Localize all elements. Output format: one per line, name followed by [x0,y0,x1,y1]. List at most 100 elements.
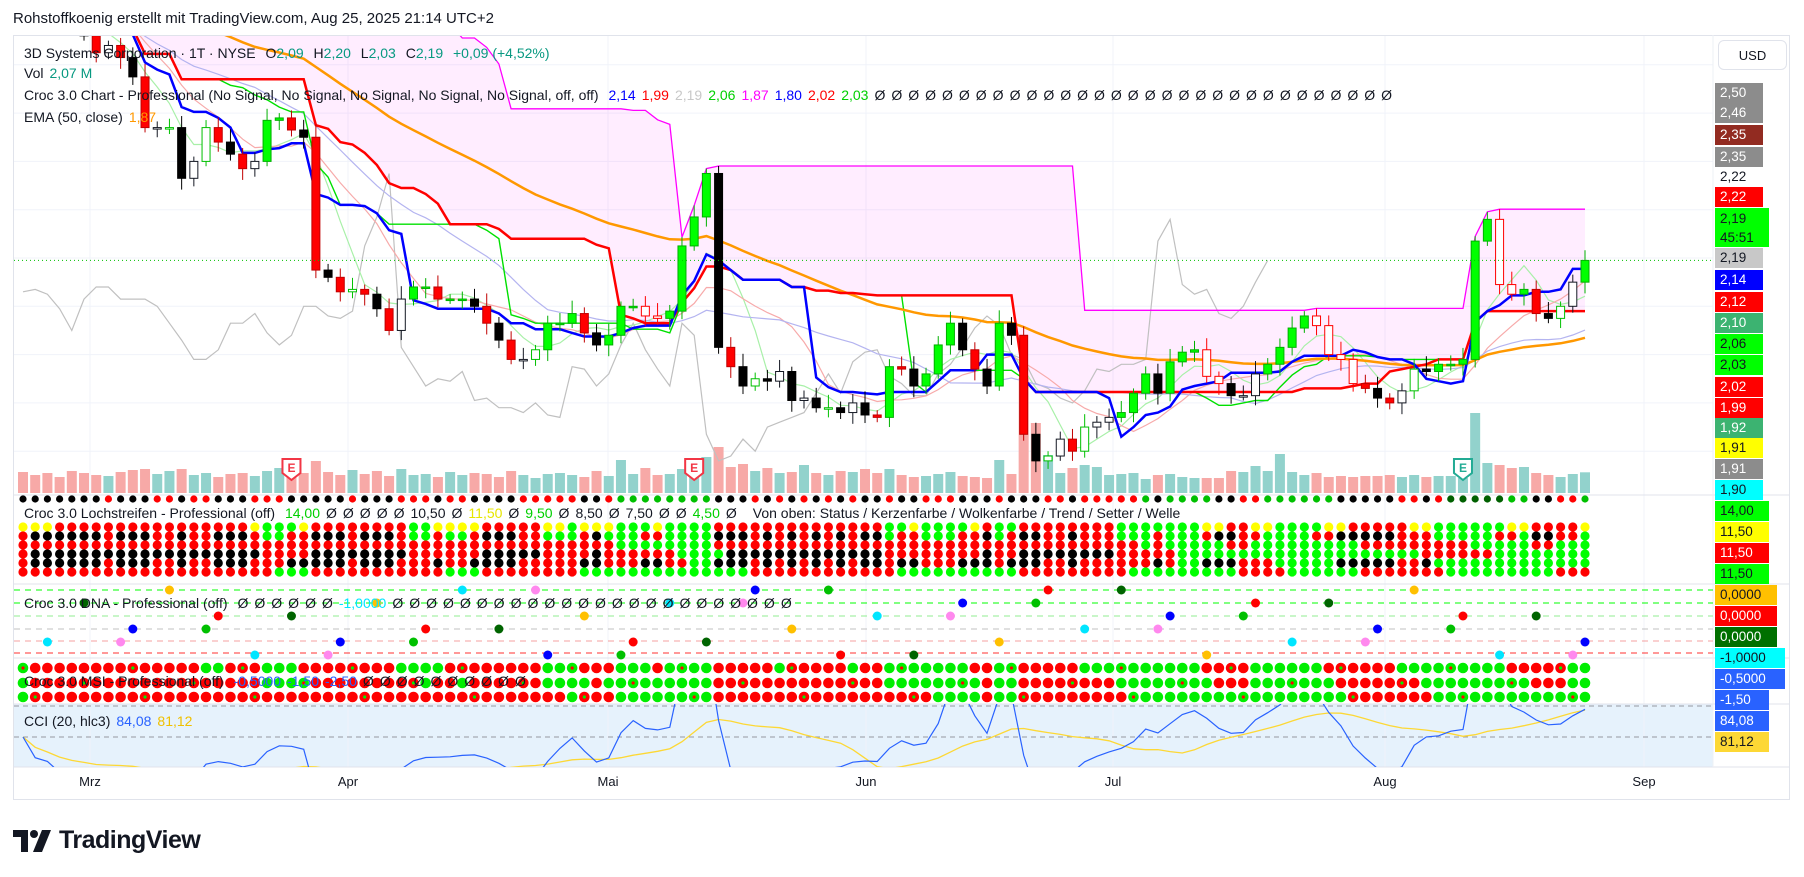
msi-dot [603,677,615,689]
candle [1556,305,1566,319]
lochstreifen-dot [250,531,260,541]
high-value: 2,20 [323,45,351,61]
lochstreifen-dot [140,531,150,541]
status-dot [1093,495,1101,503]
lochstreifen-dot [1580,549,1590,559]
ema-legend[interactable]: EMA (50, close) 1,87 [24,108,162,126]
lochstreifen-dot [1446,549,1456,559]
dna-value: Ø [628,595,640,611]
lochstreifen-dot [1080,540,1090,550]
cci-signal-value: 81,12 [157,713,193,729]
lochstreifen-dot [262,531,272,541]
lochstreifen-dot [1421,558,1431,568]
msi-inner-dot [241,666,245,670]
lochstreifen-dot [1043,522,1053,532]
candle [909,368,919,387]
lochstreifen-dot [274,567,284,577]
lochstreifen-legend[interactable]: Croc 3.0 Lochstreifen - Professional (of… [24,504,1186,522]
lochstreifen-dot [225,540,236,550]
lochstreifen-dot [994,549,1004,559]
msi-dot [957,662,968,674]
symbol-legend[interactable]: 3D Systems Corporation · 1T · NYSE O2,09… [24,44,556,62]
candle [1519,288,1529,295]
lochstreifen-dot [1397,540,1407,550]
croc-chart-value: Ø [958,87,970,103]
msi-dot [469,677,480,689]
lochstreifen-dot [1263,558,1273,568]
candle [958,322,968,351]
dna-dot [787,624,797,634]
msi-dot [505,677,517,689]
lochstreifen-dot [213,531,223,541]
lochstreifen-dot [1214,531,1224,541]
msi-dot [200,677,212,689]
lochstreifen-dot [1275,558,1285,568]
lochstreifen-dot [1360,567,1370,577]
msi-dot [810,677,822,689]
lochstreifen-dot [774,558,785,568]
status-dot [251,495,259,503]
lochstreifen-dot [970,558,980,568]
lochstreifen-dot [652,549,663,559]
lochstreifen-dot [945,549,956,559]
msi-dot [518,662,529,674]
lochstreifen-dot [884,549,895,559]
msi-dot [627,662,639,674]
lochstreifen-dot [372,522,382,532]
volume-bar [1482,463,1493,493]
lochstreifen-dot [1019,522,1029,532]
volume-bar [30,475,41,493]
candle [433,286,443,300]
lochstreifen-dot [1458,522,1468,532]
lochstreifen-dot [494,549,504,559]
lochstreifen-dot [469,522,480,532]
lochstreifen-dot [1238,522,1248,532]
lochstreifen-dot [616,540,626,550]
lochstreifen-dot [335,558,345,568]
lochstreifen-dot [701,567,711,577]
volume-legend[interactable]: Vol 2,07 M [24,64,98,82]
volume-bar [762,468,773,493]
lochstreifen-dot [970,567,980,577]
msi-dot [542,662,554,674]
croc-chart-value: Ø [1246,87,1257,103]
lochstreifen-dot [128,522,138,532]
volume-bar [1299,475,1310,493]
msi-dot [1384,677,1396,689]
tradingview-logo[interactable]: TradingView [13,826,201,855]
lochstreifen-dot [1531,549,1541,559]
croc-chart-legend[interactable]: Croc 3.0 Chart - Professional (No Signal… [24,86,1398,104]
msi-dot [1042,662,1054,674]
lochstreifen-dot [1092,549,1102,559]
msi-dot [420,691,432,703]
lochstreifen-dot [1031,540,1041,550]
lochstreifen-dot [897,558,907,568]
lochstreifen-value: Ø [725,505,737,521]
status-dot [861,495,869,503]
lochstreifen-dot [1019,558,1029,568]
chart-frame[interactable] [13,35,1790,800]
msi-value: Ø [413,673,425,689]
currency-button[interactable]: USD [1718,40,1787,70]
msi-dot [1506,662,1518,674]
lochstreifen-dot [1446,567,1456,577]
lochstreifen-dot [1458,558,1468,568]
msi-legend[interactable]: Croc 3.0 MSI - Professional (off) -0,500… [24,672,532,690]
volume-bar [969,477,980,493]
msi-dot [1189,677,1200,689]
axis-label: 1,99 [1715,398,1763,418]
dna-dot [335,637,345,647]
lochstreifen-dot [311,567,321,577]
status-dot [422,495,430,503]
candle [518,358,528,362]
status-dot [312,495,320,503]
cci-legend[interactable]: CCI (20, hlc3) 84,08 81,12 [24,712,198,730]
croc-chart-value: Ø [1347,87,1359,103]
status-dot [1288,495,1296,503]
lochstreifen-dot [652,540,663,550]
lochstreifen-dot [945,567,956,577]
msi-dot [920,677,932,689]
msi-dot [835,677,846,689]
